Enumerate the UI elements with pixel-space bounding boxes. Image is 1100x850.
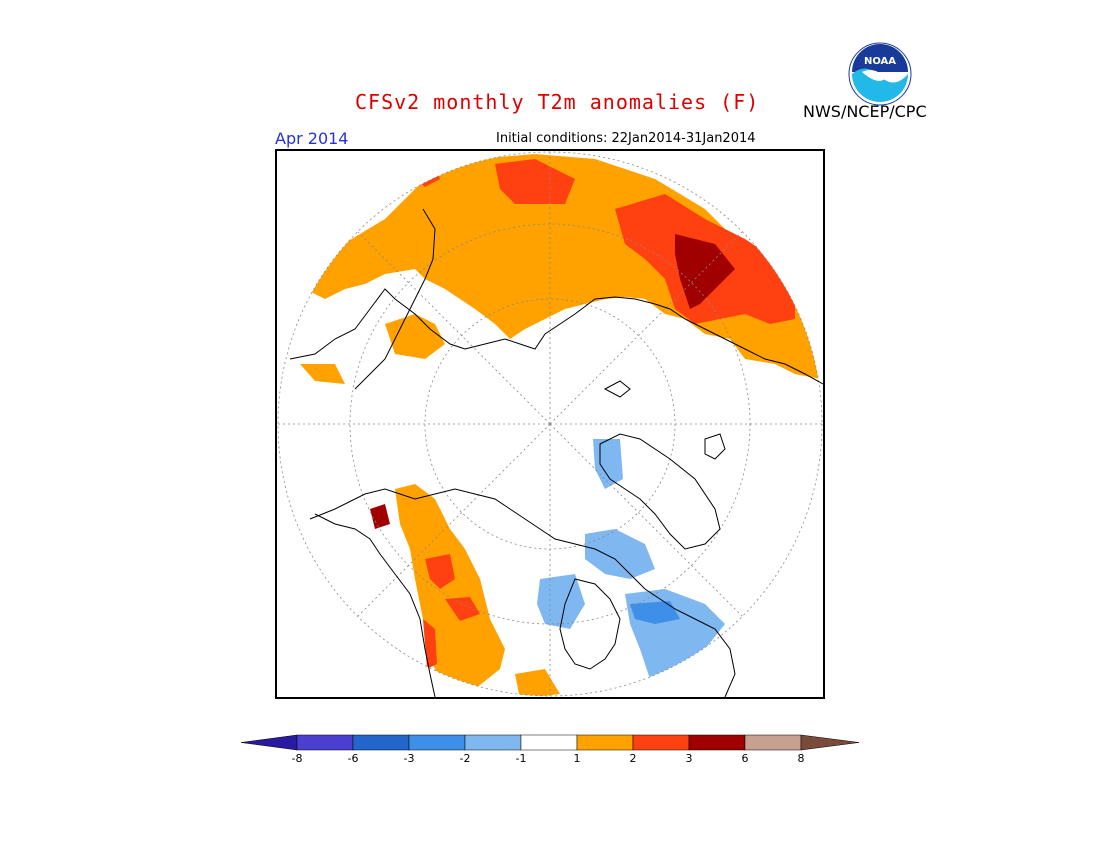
very-hot-region-siberia [675, 234, 735, 309]
cold-region-deep [630, 601, 680, 624]
legend-bin [296, 734, 354, 751]
warm-region-west [300, 364, 345, 384]
legend-bin [576, 734, 634, 751]
legend-tick-label: -2 [459, 752, 471, 765]
cold-region-canada [537, 574, 585, 629]
coast-iceland [704, 433, 726, 460]
logo-text: NOAA [864, 56, 896, 67]
very-hot-region-alaska [370, 504, 390, 529]
hot-region-north [495, 159, 575, 204]
legend-tick-label: 6 [741, 752, 749, 765]
forecast-month: Apr 2014 [275, 129, 349, 148]
legend-bin [352, 734, 410, 751]
coast-hudson [559, 578, 621, 670]
legend-arrow-high [800, 734, 860, 751]
legend-tick-label: -1 [515, 752, 527, 765]
color-legend [240, 734, 860, 751]
legend-tick-label: -3 [403, 752, 415, 765]
legend-bin [744, 734, 802, 751]
legend-bin [464, 734, 522, 751]
coast-alaska [314, 513, 436, 698]
polar-map [275, 149, 825, 699]
legend-tick-label: 2 [629, 752, 637, 765]
legend-bin [688, 734, 746, 751]
legend-tick-label: 3 [685, 752, 693, 765]
warm-region-europe-small [385, 314, 445, 359]
legend-bin [632, 734, 690, 751]
legend-tick-label: 8 [797, 752, 805, 765]
chart-title: CFSv2 monthly T2m anomalies (F) [355, 90, 760, 114]
warm-region-south [515, 669, 560, 696]
coast-islands [603, 380, 631, 398]
cold-region-arctic [585, 529, 655, 579]
legend-bin [520, 734, 578, 751]
coast-greenland [599, 433, 721, 550]
coast-eurasia [289, 288, 824, 385]
coast-north-america [309, 488, 736, 698]
legend-tick-label: 1 [573, 752, 581, 765]
warm-region-eurasia [305, 154, 820, 379]
warm-region-north-america [395, 484, 505, 694]
hot-region-rockies [425, 554, 455, 589]
legend-arrow-low [240, 734, 298, 751]
agency-label: NWS/NCEP/CPC [803, 102, 927, 121]
coast-scandinavia [354, 208, 436, 390]
initial-conditions: Initial conditions: 22Jan2014-31Jan2014 [496, 131, 756, 146]
legend-tick-label: -6 [347, 752, 359, 765]
legend-tick-label: -8 [291, 752, 303, 765]
hot-region-plains [445, 597, 480, 621]
legend-bin [408, 734, 466, 751]
noaa-logo: NOAA [848, 42, 912, 106]
